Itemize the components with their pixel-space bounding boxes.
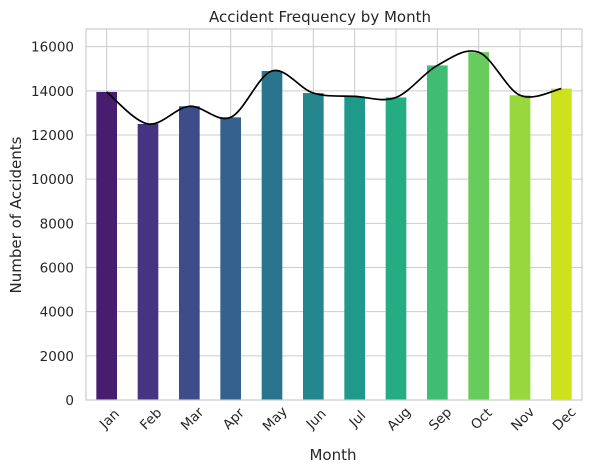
y-tick-label: 4000 (40, 305, 74, 321)
x-tick-label: Dec (550, 404, 580, 434)
bar-may (261, 70, 283, 400)
x-tick-label: Apr (220, 405, 248, 433)
x-tick-label: Jan (96, 406, 123, 433)
x-tick-label: May (260, 404, 291, 435)
bars (96, 52, 572, 401)
y-tick-label: 0 (65, 393, 74, 409)
bar-jul (344, 96, 365, 401)
trend-line (106, 50, 562, 125)
bar-mar (179, 106, 200, 401)
bar-sep (427, 65, 448, 400)
y-tick-label: 6000 (40, 261, 74, 277)
x-tick-label: Aug (384, 404, 414, 434)
bar-jan (96, 91, 117, 400)
bar-apr (220, 117, 241, 400)
y-tick-label: 8000 (40, 216, 74, 232)
y-axis-label: Number of Accidents (7, 136, 25, 293)
x-tick-label: Feb (137, 405, 165, 433)
x-tick-label: Mar (178, 404, 208, 434)
y-tick-label: 14000 (31, 84, 74, 100)
y-tick-label: 12000 (31, 128, 74, 144)
x-tick-labels: Jan Feb Mar Apr May Jun Jul Aug Sep Oct Nov Dec (96, 404, 579, 435)
y-tick-label: 10000 (31, 172, 74, 188)
x-tick-label: Nov (508, 404, 538, 434)
bar-jun (303, 93, 324, 401)
x-tick-label: Jun (303, 406, 330, 433)
plot-frame (85, 28, 583, 401)
bar-oct (468, 52, 489, 400)
x-tick-label: Oct (468, 405, 496, 433)
y-tick-labels: 0 2000 4000 6000 8000 10000 12000 14000 16000 (31, 40, 74, 409)
x-axis-label: Month (309, 446, 356, 464)
bar-nov (509, 95, 531, 400)
x-tick-label: Sep (426, 405, 455, 434)
y-tick-label: 2000 (40, 349, 74, 365)
bar-dec (551, 88, 572, 400)
x-tick-label: Jul (346, 408, 370, 432)
chart-title: Accident Frequency by Month (209, 8, 431, 26)
y-tick-label: 16000 (31, 40, 74, 56)
bar-aug (385, 97, 407, 400)
bar-feb (137, 123, 159, 400)
